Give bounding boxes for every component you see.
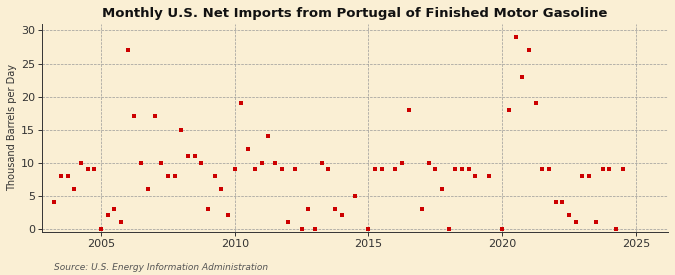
Point (557, 200, 568, 204)
Point (543, 167, 554, 171)
Point (437, 187, 448, 191)
Point (370, 167, 381, 171)
Point (96, 226, 107, 231)
Point (230, 167, 240, 171)
Point (537, 167, 547, 171)
Point (276, 167, 287, 171)
Point (584, 174, 595, 178)
Point (303, 207, 314, 211)
Point (577, 174, 588, 178)
Point (396, 160, 407, 165)
Point (591, 220, 601, 224)
Point (317, 160, 327, 165)
Point (243, 147, 254, 152)
Point (470, 174, 481, 178)
Point (189, 154, 200, 158)
Point (524, 48, 535, 53)
Point (296, 226, 307, 231)
Point (363, 226, 374, 231)
Point (377, 167, 387, 171)
Point (115, 220, 126, 224)
Point (250, 167, 261, 171)
Point (604, 167, 615, 171)
Title: Monthly U.S. Net Imports from Portugal of Finished Motor Gasoline: Monthly U.S. Net Imports from Portugal o… (103, 7, 608, 20)
Point (62, 174, 73, 178)
Point (310, 226, 321, 231)
Point (236, 101, 247, 105)
Point (290, 167, 300, 171)
Point (109, 207, 119, 211)
Point (263, 134, 273, 138)
Point (597, 167, 608, 171)
Point (457, 167, 468, 171)
Point (122, 48, 133, 53)
Point (223, 213, 234, 218)
Point (163, 174, 173, 178)
Point (550, 200, 561, 204)
Point (103, 213, 113, 218)
Point (202, 207, 213, 211)
Point (504, 108, 514, 112)
Point (570, 220, 581, 224)
Point (129, 114, 140, 119)
Text: Source: U.S. Energy Information Administration: Source: U.S. Energy Information Administ… (54, 263, 268, 272)
Point (510, 35, 521, 39)
Point (329, 207, 340, 211)
Point (216, 187, 227, 191)
Point (610, 226, 621, 231)
Point (617, 167, 628, 171)
Point (136, 160, 146, 165)
Point (430, 167, 441, 171)
Point (450, 167, 461, 171)
Point (416, 207, 427, 211)
Point (390, 167, 401, 171)
Point (49, 200, 59, 204)
Point (156, 160, 167, 165)
Point (403, 108, 414, 112)
Point (464, 167, 475, 171)
Point (89, 167, 100, 171)
Point (55, 174, 66, 178)
Point (256, 160, 267, 165)
Point (497, 226, 508, 231)
Point (517, 75, 528, 79)
Point (76, 160, 86, 165)
Point (443, 226, 454, 231)
Point (423, 160, 434, 165)
Y-axis label: Thousand Barrels per Day: Thousand Barrels per Day (7, 64, 17, 191)
Point (209, 174, 220, 178)
Point (283, 220, 294, 224)
Point (531, 101, 541, 105)
Point (176, 127, 187, 132)
Point (182, 154, 193, 158)
Point (483, 174, 494, 178)
Point (82, 167, 93, 171)
Point (350, 193, 360, 198)
Point (269, 160, 280, 165)
Point (564, 213, 574, 218)
Point (323, 167, 333, 171)
Point (69, 187, 80, 191)
Point (149, 114, 160, 119)
Point (169, 174, 180, 178)
Point (196, 160, 207, 165)
Point (336, 213, 347, 218)
Point (142, 187, 153, 191)
